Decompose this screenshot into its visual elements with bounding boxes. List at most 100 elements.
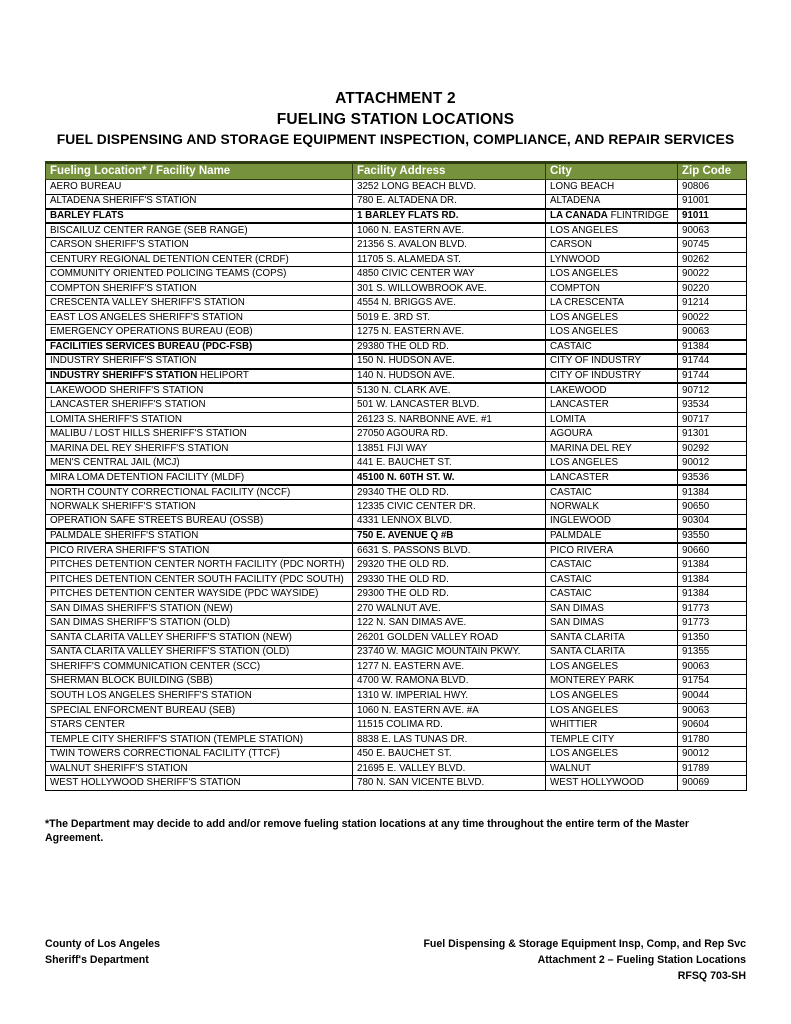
table-row: MARINA DEL REY SHERIFF'S STATION 13851 FI…	[45, 440, 747, 457]
column-header-city: City	[545, 161, 678, 180]
cell-facility-address: 26201 GOLDEN VALLEY ROAD	[352, 629, 546, 646]
cell-zip-code: 90660	[677, 542, 747, 559]
cell-facility-name: ALTADENA SHERIFF'S STATION	[45, 193, 353, 210]
cell-zip-code: 91744	[677, 367, 747, 385]
table-row: EAST LOS ANGELES SHERIFF'S STATION 5019 E…	[45, 309, 747, 326]
cell-facility-address: 1060 N. EASTERN AVE.	[352, 222, 546, 239]
cell-zip-code: 90063	[677, 222, 747, 239]
cell-facility-address: 122 N. SAN DIMAS AVE.	[352, 615, 546, 631]
cell-facility-name: PITCHES DETENTION CENTER NORTH FACILITY …	[45, 557, 353, 573]
cell-facility-address: 29340 THE OLD RD.	[352, 484, 546, 501]
cell-city: INGLEWOOD	[545, 513, 678, 530]
cell-city: LA CRESCENTA	[545, 295, 678, 311]
cell-zip-code: 91011	[677, 207, 747, 225]
cell-facility-name: AERO BUREAU	[45, 179, 353, 195]
cell-zip-code: 91384	[677, 586, 747, 602]
cell-city: WHITTIER	[545, 717, 678, 733]
footnote: *The Department may decide to add and/or…	[45, 818, 689, 844]
cell-zip-code: 90717	[677, 411, 747, 428]
cell-city: CASTAIC	[545, 571, 678, 588]
cell-city: CITY OF INDUSTRY	[545, 367, 678, 385]
table-row: PICO RIVERA SHERIFF'S STATION 6631 S. PAS…	[45, 542, 747, 559]
cell-zip-code: 93550	[677, 527, 747, 545]
cell-facility-address: 13851 FIJI WAY	[352, 440, 546, 457]
cell-zip-code: 91789	[677, 760, 747, 777]
cell-facility-address: 1275 N. EASTERN AVE.	[352, 324, 546, 341]
cell-facility-name: MIRA LOMA DETENTION FACILITY (MLDF)	[45, 469, 353, 486]
cell-facility-address: 8838 E. LAS TUNAS DR.	[352, 731, 546, 748]
cell-city: TEMPLE CITY	[545, 731, 678, 748]
table-row: STARS CENTER 11515 COLIMA RD. WHITTIER 9060…	[45, 717, 747, 733]
document-title: FUELING STATION LOCATIONS	[276, 111, 515, 128]
cell-facility-address: 4554 N. BRIGGS AVE.	[352, 295, 546, 311]
cell-facility-address: 1310 W. IMPERIAL HWY.	[352, 688, 546, 704]
cell-facility-address: 780 N. SAN VICENTE BLVD.	[352, 775, 546, 791]
cell-zip-code: 90044	[677, 688, 747, 704]
cell-zip-code: 90063	[677, 702, 747, 719]
cell-facility-name: SANTA CLARITA VALLEY SHERIFF'S STATION (…	[45, 644, 353, 661]
cell-facility-name: SPECIAL ENFORCMENT BUREAU (SEB)	[45, 702, 353, 719]
cell-facility-address: 501 W. LANCASTER BLVD.	[352, 397, 546, 413]
cell-city: ALTADENA	[545, 193, 678, 210]
cell-facility-name: LANCASTER SHERIFF'S STATION	[45, 397, 353, 413]
cell-facility-address: 780 E. ALTADENA DR.	[352, 193, 546, 210]
cell-facility-address: 1 BARLEY FLATS RD.	[352, 207, 546, 225]
cell-zip-code: 91355	[677, 644, 747, 661]
cell-city: WALNUT	[545, 760, 678, 777]
table-row: SANTA CLARITA VALLEY SHERIFF'S STATION (…	[45, 644, 747, 661]
cell-city: SAN DIMAS	[545, 615, 678, 631]
cell-zip-code: 93534	[677, 397, 747, 413]
cell-facility-address: 29300 THE OLD RD.	[352, 586, 546, 602]
cell-facility-address: 45100 N. 60TH ST. W.	[352, 469, 546, 486]
table-row: OPERATION SAFE STREETS BUREAU (OSSB) 4331…	[45, 513, 747, 530]
cell-zip-code: 91773	[677, 600, 747, 617]
cell-city: LOS ANGELES	[545, 324, 678, 341]
cell-city: LANCASTER	[545, 469, 678, 486]
table-row: MALIBU / LOST HILLS SHERIFF'S STATION 270…	[45, 426, 747, 442]
table-row: INDUSTRY SHERIFF'S STATION 150 N. HUDSON …	[45, 353, 747, 370]
cell-facility-address: 441 E. BAUCHET ST.	[352, 455, 546, 471]
cell-facility-name: BARLEY FLATS	[45, 207, 353, 225]
cell-zip-code: 91773	[677, 615, 747, 631]
table-row: CENTURY REGIONAL DETENTION CENTER (CRDF)…	[45, 251, 747, 268]
cell-city: CASTAIC	[545, 586, 678, 602]
cell-facility-name: MEN'S CENTRAL JAIL (MCJ)	[45, 455, 353, 471]
table-row: MEN'S CENTRAL JAIL (MCJ) 441 E. BAUCHET S…	[45, 455, 747, 471]
cell-city: SANTA CLARITA	[545, 644, 678, 661]
table-row: FACILITIES SERVICES BUREAU (PDC-FSB) 2938…	[45, 338, 747, 356]
cell-facility-address: 29330 THE OLD RD.	[352, 571, 546, 588]
cell-city: WEST HOLLYWOOD	[545, 775, 678, 791]
cell-facility-name: PITCHES DETENTION CENTER WAYSIDE (PDC WA…	[45, 586, 353, 602]
cell-facility-address: 27050 AGOURA RD.	[352, 426, 546, 442]
cell-city: LOS ANGELES	[545, 702, 678, 719]
table-row: TWIN TOWERS CORRECTIONAL FACILITY (TTCF)…	[45, 746, 747, 762]
cell-facility-name: LOMITA SHERIFF'S STATION	[45, 411, 353, 428]
cell-city: MARINA DEL REY	[545, 440, 678, 457]
cell-facility-name: EMERGENCY OPERATIONS BUREAU (EOB)	[45, 324, 353, 341]
table-row: NORTH COUNTY CORRECTIONAL FACILITY (NCCF…	[45, 484, 747, 501]
cell-city: LOS ANGELES	[545, 746, 678, 762]
cell-zip-code: 91301	[677, 426, 747, 442]
cell-city: SANTA CLARITA	[545, 629, 678, 646]
cell-facility-name: NORTH COUNTY CORRECTIONAL FACILITY (NCCF…	[45, 484, 353, 501]
cell-zip-code: 90745	[677, 237, 747, 253]
cell-city: COMPTON	[545, 280, 678, 297]
cell-zip-code: 91384	[677, 557, 747, 573]
table-row: MIRA LOMA DETENTION FACILITY (MLDF) 45100…	[45, 469, 747, 486]
cell-facility-name: NORWALK SHERIFF'S STATION	[45, 499, 353, 515]
cell-facility-address: 23740 W. MAGIC MOUNTAIN PKWY.	[352, 644, 546, 661]
cell-city: MONTEREY PARK	[545, 673, 678, 690]
cell-facility-name: MARINA DEL REY SHERIFF'S STATION	[45, 440, 353, 457]
cell-facility-name: SHERMAN BLOCK BUILDING (SBB)	[45, 673, 353, 690]
table-row: AERO BUREAU 3252 LONG BEACH BLVD. LONG BEA…	[45, 179, 747, 195]
cell-zip-code: 90604	[677, 717, 747, 733]
cell-facility-name: CENTURY REGIONAL DETENTION CENTER (CRDF)	[45, 251, 353, 268]
cell-facility-name: TWIN TOWERS CORRECTIONAL FACILITY (TTCF)	[45, 746, 353, 762]
cell-facility-name: CARSON SHERIFF'S STATION	[45, 237, 353, 253]
cell-facility-name: COMPTON SHERIFF'S STATION	[45, 280, 353, 297]
document-subtitle: FUEL DISPENSING AND STORAGE EQUIPMENT IN…	[56, 132, 735, 147]
cell-zip-code: 90304	[677, 513, 747, 530]
cell-facility-address: 21356 S. AVALON BLVD.	[352, 237, 546, 253]
page-footer: County of Los Angeles Sheriff's Departme…	[45, 936, 746, 984]
cell-zip-code: 90063	[677, 659, 747, 675]
